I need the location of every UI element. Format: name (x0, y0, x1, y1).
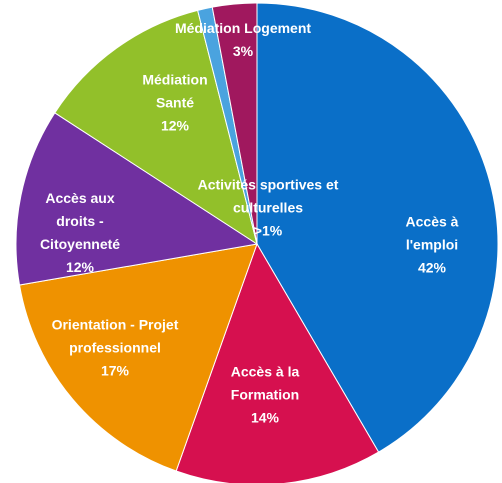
slice-label: Accès à l'emploi 42% (387, 211, 477, 280)
value-label: 3% (232, 43, 254, 59)
slice-label: Médiation Santé 12% (135, 69, 215, 138)
slice (18, 243, 258, 472)
category-label: Médiation Logement (174, 20, 312, 36)
category-label: Accès à l'emploi (405, 213, 459, 253)
slice-label: Activités sportives et culturelles >1% (178, 174, 358, 243)
slice-label: Médiation Logement 3% (143, 17, 343, 63)
category-label: Médiation Santé (142, 71, 208, 111)
category-label: Accès à la Formation (230, 363, 300, 403)
category-label: Orientation - Projet professionnel (51, 316, 179, 356)
value-label: 14% (250, 409, 280, 426)
value-label: 12% (160, 117, 190, 134)
value-label: >1% (253, 222, 283, 239)
slice (54, 9, 258, 246)
slice-label: Accès à la Formation 14% (210, 361, 320, 430)
category-label: Accès aux droits - Citoyenneté (39, 190, 121, 252)
value-label: 17% (100, 362, 130, 379)
slice (256, 2, 499, 453)
slice-label: Accès aux droits - Citoyenneté 12% (30, 187, 130, 279)
slice-label: Orientation - Projet professionnel 17% (28, 314, 203, 383)
value-label: 42% (417, 259, 447, 276)
slice (211, 2, 258, 245)
slice (15, 112, 259, 286)
value-label: 12% (65, 259, 95, 275)
slice (175, 242, 380, 483)
category-label: Activités sportives et culturelles (197, 176, 339, 216)
